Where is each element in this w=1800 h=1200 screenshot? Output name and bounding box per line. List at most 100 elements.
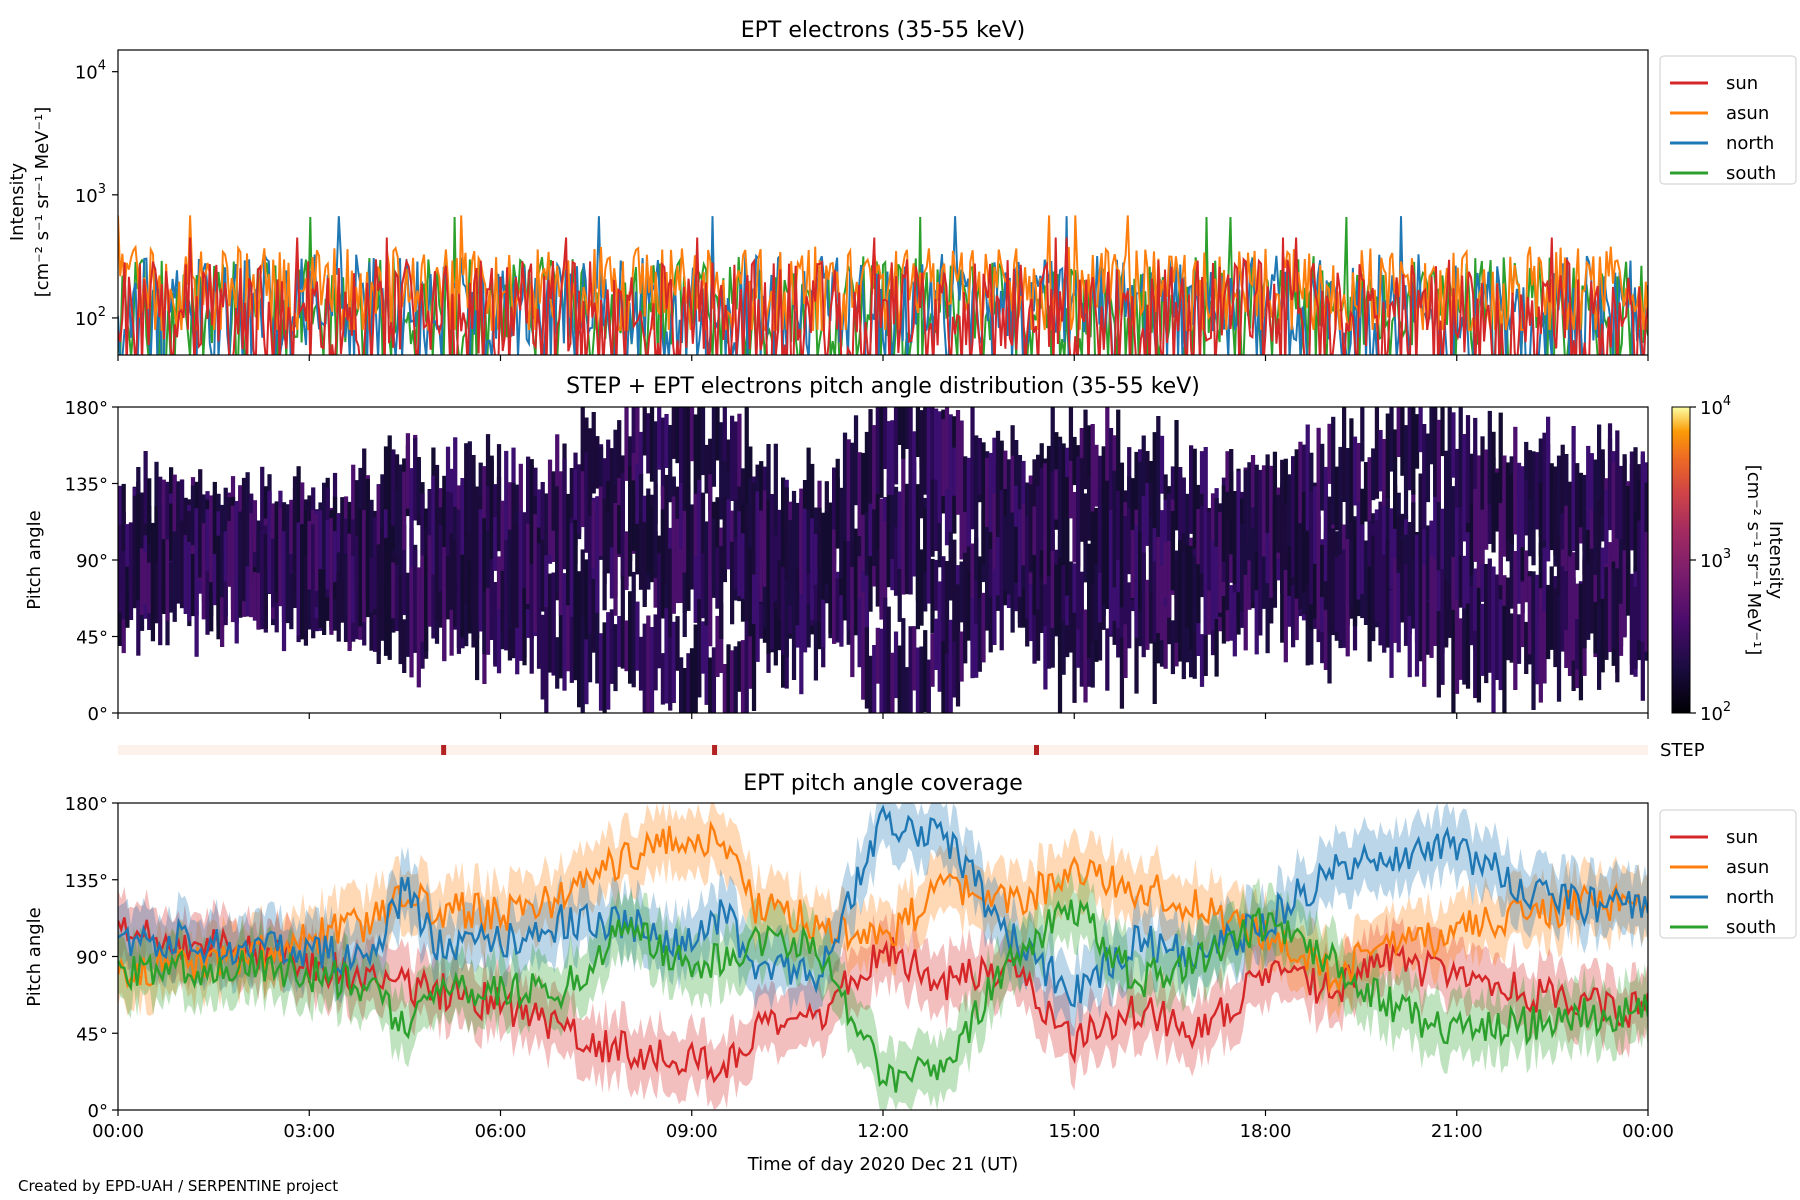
heatmap-cell xyxy=(657,588,662,669)
legend-label-sun: sun xyxy=(1726,73,1758,94)
heatmap-cell xyxy=(1105,628,1110,691)
heatmap-cell xyxy=(1068,561,1074,653)
heatmap-cell xyxy=(1156,537,1161,634)
heatmap-cell xyxy=(544,599,549,713)
heatmap-cell xyxy=(394,564,400,621)
panel1-ytick-label: 103 xyxy=(75,182,106,207)
heatmap-cell xyxy=(1575,463,1580,515)
heatmap-cell xyxy=(1320,443,1325,511)
heatmap-cell xyxy=(668,425,673,503)
heatmap-cell xyxy=(1159,435,1165,494)
heatmap-cell xyxy=(1604,567,1609,660)
heatmap-cell xyxy=(708,657,713,713)
heatmap-cell xyxy=(1276,494,1281,543)
series-north-line xyxy=(118,804,1648,1008)
heatmap-cell xyxy=(617,505,622,555)
heatmap-cell xyxy=(591,577,596,653)
step-mark xyxy=(1034,745,1039,755)
heatmap-cell xyxy=(376,485,381,588)
heatmap-cell xyxy=(577,571,582,640)
heatmap-cell xyxy=(952,539,957,655)
heatmap-cell xyxy=(1618,559,1624,647)
heatmap-cell xyxy=(1294,511,1299,599)
colorbar-tick-label: 103 xyxy=(1700,547,1731,572)
heatmap-cell xyxy=(799,488,804,573)
heatmap-cell xyxy=(1422,424,1427,529)
heatmap-cell xyxy=(1360,407,1365,462)
heatmap-cell xyxy=(730,415,735,501)
heatmap-cell xyxy=(1447,467,1452,585)
heatmap-cell xyxy=(1513,426,1518,498)
heatmap-cell xyxy=(158,534,163,646)
heatmap-cell xyxy=(1054,469,1059,520)
heatmap-cell xyxy=(850,442,855,543)
heatmap-cell xyxy=(1272,451,1278,570)
panel1-title: EPT electrons (35-55 keV) xyxy=(741,18,1026,43)
heatmap-cell xyxy=(1556,455,1562,511)
heatmap-cell xyxy=(1057,535,1063,646)
heatmap-cell xyxy=(1615,430,1620,539)
heatmap-cell xyxy=(759,585,764,639)
heatmap-cell xyxy=(1127,582,1132,649)
heatmap-cell xyxy=(573,469,578,546)
heatmap-cell xyxy=(1356,443,1361,553)
heatmap-cell xyxy=(1542,611,1547,684)
heatmap-cell xyxy=(908,523,913,595)
heatmap-cell xyxy=(1465,415,1471,523)
heatmap-cell xyxy=(540,482,545,575)
step-mark xyxy=(712,745,718,755)
heatmap-cell xyxy=(161,479,166,592)
heatmap-cell xyxy=(489,559,494,640)
heatmap-cell xyxy=(1425,433,1431,503)
heatmap-cell xyxy=(828,502,833,560)
heatmap-cell xyxy=(1170,511,1176,591)
heatmap-cell xyxy=(263,534,268,629)
heatmap-cell xyxy=(890,652,895,713)
heatmap-cell xyxy=(343,553,349,642)
heatmap-cell xyxy=(635,407,640,493)
heatmap-cell xyxy=(595,436,600,489)
heatmap-cell xyxy=(227,520,232,587)
heatmap-cell xyxy=(1411,502,1416,568)
heatmap-cell xyxy=(1258,504,1263,617)
heatmap-cell xyxy=(1589,510,1594,559)
heatmap-cell xyxy=(602,458,607,528)
panel4-xtick-label: 09:00 xyxy=(666,1121,718,1142)
heatmap-cell xyxy=(1480,542,1485,602)
heatmap-cell xyxy=(646,494,651,575)
heatmap-cell xyxy=(1626,486,1631,571)
heatmap-cell xyxy=(256,572,261,630)
heatmap-cell xyxy=(624,407,629,481)
heatmap-cell xyxy=(405,606,411,657)
heatmap-cell xyxy=(424,554,429,652)
heatmap-cell xyxy=(1156,608,1161,664)
heatmap-cell xyxy=(292,513,298,608)
heatmap-cell xyxy=(813,613,819,681)
heatmap-cell xyxy=(1083,609,1088,703)
heatmap-cell xyxy=(1509,613,1514,663)
heatmap-cell xyxy=(1181,553,1186,638)
heatmap-cell xyxy=(944,407,950,490)
heatmap-cell xyxy=(868,461,873,557)
heatmap-cell xyxy=(795,502,800,568)
heatmap-cell xyxy=(296,522,301,636)
panel1-legend: sun asun north south xyxy=(1659,55,1797,185)
heatmap-cell xyxy=(1567,556,1573,676)
heatmap-cell xyxy=(664,414,669,468)
heatmap-cell xyxy=(737,641,742,692)
heatmap-cell xyxy=(1498,599,1503,691)
heatmap-cell xyxy=(737,413,742,519)
heatmap-cell xyxy=(194,538,199,657)
heatmap-cell xyxy=(1236,471,1241,593)
heatmap-cell xyxy=(496,591,502,674)
heatmap-cell xyxy=(1057,439,1063,558)
heatmap-cell xyxy=(1546,590,1551,660)
panel4-xtick-label: 00:00 xyxy=(92,1121,144,1142)
heatmap-cell xyxy=(584,627,589,705)
heatmap-cell xyxy=(952,641,957,698)
heatmap-cell xyxy=(620,473,625,576)
panel2-ytick-label: 0° xyxy=(88,704,108,725)
heatmap-cell xyxy=(1396,572,1401,653)
heatmap-cell xyxy=(547,459,553,555)
heatmap-cell xyxy=(1425,525,1431,601)
